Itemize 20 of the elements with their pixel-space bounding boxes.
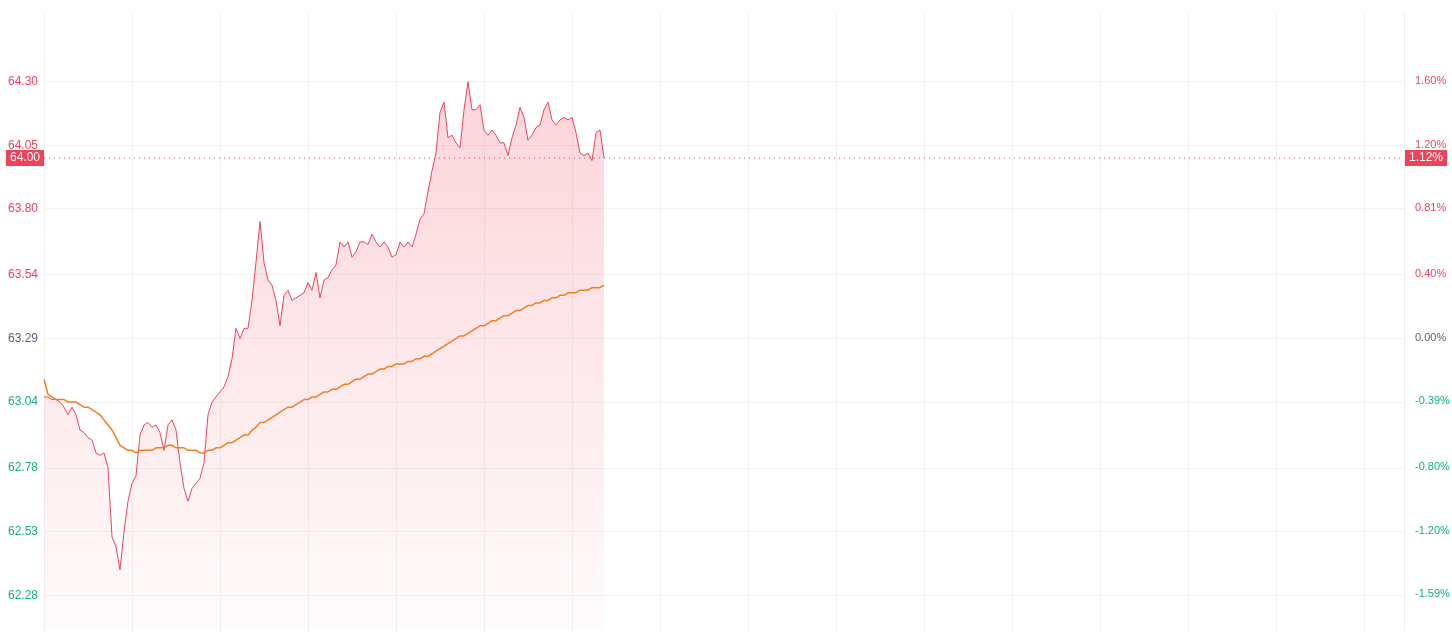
y-tick-label: 63.54 xyxy=(7,267,39,282)
y-tick-label: 64.30 xyxy=(7,74,39,89)
y-tick-label: 63.29 xyxy=(7,330,39,345)
y-tick-label: 62.28 xyxy=(7,587,39,602)
y2-tick-label: 0.00% xyxy=(1415,331,1447,344)
y2-tick-label: 0.81% xyxy=(1415,200,1447,213)
y2-tick-label: 0.40% xyxy=(1415,266,1447,279)
y2-tick-label: 1.20% xyxy=(1415,138,1447,151)
y2-tick-label: -0.39% xyxy=(1415,393,1451,406)
y2-tick-label: 1.60% xyxy=(1415,73,1447,86)
y2-tick-label: -1.59% xyxy=(1415,586,1451,599)
y-tick-label: 62.78 xyxy=(7,460,39,475)
annotation: 1.12% xyxy=(1409,150,1444,165)
y-tick-label: 62.53 xyxy=(7,523,39,538)
ref-line-label: 64.00 xyxy=(9,150,41,165)
y2-tick-label: -0.80% xyxy=(1415,459,1451,472)
y-tick-label: 64.05 xyxy=(7,137,39,152)
y-tick-label: 63.80 xyxy=(7,201,39,216)
y-tick-label: 63.04 xyxy=(7,394,39,409)
y2-tick-label: -1.20% xyxy=(1415,524,1451,537)
